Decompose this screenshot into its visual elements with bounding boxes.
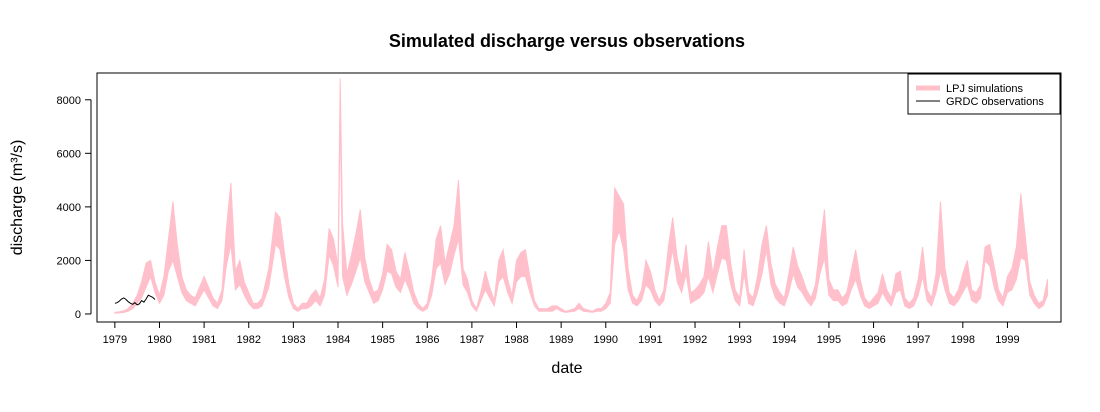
x-tick-label: 1996 — [861, 334, 885, 346]
plot-area — [114, 78, 1049, 314]
x-tick-label: 1993 — [727, 334, 751, 346]
y-tick-label: 2000 — [57, 255, 81, 267]
x-tick-label: 1995 — [817, 334, 841, 346]
x-tick-label: 1997 — [906, 334, 930, 346]
x-axis: 1979 1980 1981 1982 1983 1984 1985 1986 1987 1988… — [103, 321, 1020, 346]
x-tick-label: 1994 — [772, 334, 796, 346]
y-tick-label: 8000 — [57, 95, 81, 107]
x-tick-label: 1979 — [103, 334, 127, 346]
x-tick-label: 1982 — [236, 334, 260, 346]
x-tick-label: 1992 — [683, 334, 707, 346]
x-tick-label: 1983 — [281, 334, 305, 346]
x-tick-label: 1989 — [549, 334, 573, 346]
x-tick-label: 1988 — [504, 334, 528, 346]
x-tick-label: 1985 — [370, 334, 394, 346]
series-grdc-observations — [114, 294, 156, 306]
x-tick-label: 1991 — [638, 334, 662, 346]
y-axis-label: discharge (m³/s) — [9, 140, 26, 256]
x-tick-label: 1980 — [147, 334, 171, 346]
x-tick-label: 1986 — [415, 334, 439, 346]
x-tick-label: 1999 — [995, 334, 1019, 346]
y-tick-label: 0 — [75, 309, 81, 321]
x-tick-label: 1990 — [594, 334, 618, 346]
y-tick-label: 6000 — [57, 148, 81, 160]
legend-entry: LPJ simulations — [946, 83, 1024, 95]
x-tick-label: 1998 — [951, 334, 975, 346]
y-tick-label: 4000 — [57, 202, 81, 214]
series-lpj-simulations — [114, 78, 1049, 314]
y-axis: 0 2000 4000 6000 8000 — [57, 95, 92, 321]
legend-box — [907, 73, 1061, 115]
chart-title: Simulated discharge versus observations — [389, 31, 745, 51]
x-axis-label: date — [551, 360, 582, 377]
x-tick-label: 1984 — [326, 334, 350, 346]
x-tick-label: 1981 — [192, 334, 216, 346]
x-tick-label: 1987 — [460, 334, 484, 346]
legend-entry: GRDC observations — [946, 96, 1044, 108]
